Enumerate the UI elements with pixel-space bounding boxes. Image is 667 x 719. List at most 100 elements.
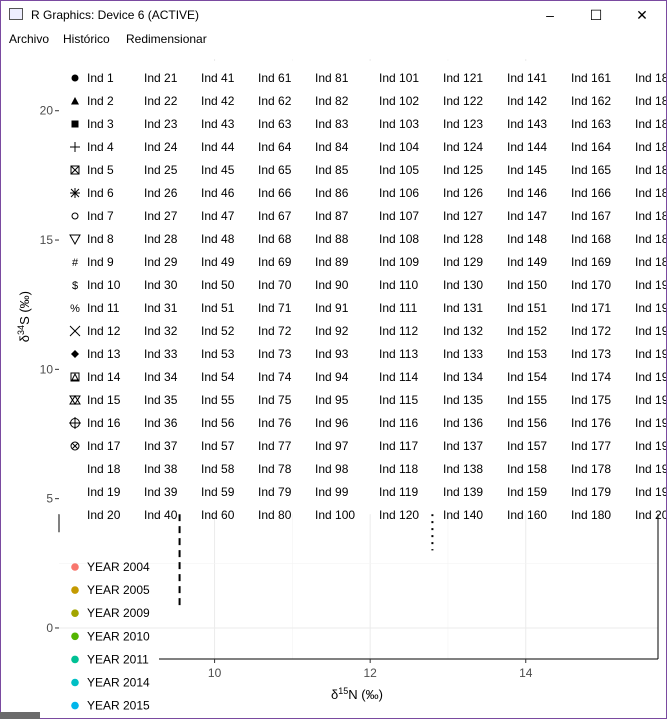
legend-label: Ind 3 [87, 117, 114, 131]
legend-label: Ind 106 [379, 186, 419, 200]
y-tick-label-5: 5 [46, 492, 53, 506]
legend-label: Ind 26 [144, 186, 178, 200]
x-axis: 10 12 14 [159, 514, 659, 680]
y-axis: 0 5 10 15 20 [40, 104, 60, 635]
legend-label: Ind 113 [379, 347, 418, 361]
legend-label: Ind 155 [507, 393, 547, 407]
x-axis-title: δ15N (‰) [331, 686, 383, 702]
legend-label: Ind 53 [201, 347, 235, 361]
legend-label: Ind 19 [635, 347, 666, 361]
x-tick-label-12: 12 [363, 666, 377, 680]
legend-label: Ind 18 [635, 163, 666, 177]
legend-label: Ind 149 [507, 255, 547, 269]
y-tick-label-10: 10 [40, 362, 54, 376]
year-legend-key [71, 586, 79, 594]
year-legend-key [71, 678, 79, 687]
legend-label: Ind 178 [571, 462, 611, 476]
legend-label: Ind 115 [379, 393, 418, 407]
legend-label: Ind 102 [379, 94, 419, 108]
legend-symbol-8 [69, 234, 81, 246]
legend-label: Ind 18 [635, 186, 666, 200]
legend-label: Ind 21 [144, 71, 178, 85]
legend-symbol-4 [70, 142, 80, 152]
legend-label: Ind 18 [635, 117, 666, 131]
legend-label: Ind 121 [443, 71, 483, 85]
legend-label: Ind 132 [443, 324, 483, 338]
legend-label: Ind 47 [201, 209, 235, 223]
legend-label: Ind 134 [443, 370, 483, 384]
legend-label: Ind 145 [507, 163, 547, 177]
legend-label: Ind 10 [87, 278, 121, 292]
svg-text:%: % [70, 303, 80, 315]
legend-label: Ind 19 [635, 324, 666, 338]
legend-label: Ind 65 [258, 163, 292, 177]
legend-label: Ind 164 [571, 140, 611, 154]
legend-label: Ind 97 [315, 439, 349, 453]
minimize-button[interactable]: – [546, 7, 554, 23]
legend-label: Ind 144 [507, 140, 547, 154]
x-tick-label-10: 10 [208, 666, 222, 680]
legend-label: Ind 118 [379, 462, 418, 476]
legend-label: Ind 89 [315, 255, 349, 269]
legend-label: Ind 60 [201, 508, 235, 522]
legend-label: Ind 2 [87, 94, 114, 108]
title-bar: R Graphics: Device 6 (ACTIVE) – ☐ ✕ [1, 1, 666, 29]
legend-label: Ind 95 [315, 393, 349, 407]
legend-label: Ind 142 [507, 94, 547, 108]
legend-label: Ind 19 [635, 301, 666, 315]
legend-label: Ind 165 [571, 163, 611, 177]
legend-label: Ind 138 [443, 462, 483, 476]
menu-archivo[interactable]: Archivo [9, 32, 50, 46]
menu-historico[interactable]: Histórico [63, 32, 110, 46]
legend-label: Ind 58 [201, 462, 235, 476]
year-legend: YEAR 2004 YEAR 2005 YEAR 2009 YEAR 2010 YEAR… [71, 560, 150, 713]
legend-label: Ind 133 [443, 347, 483, 361]
legend-label: Ind 172 [571, 324, 611, 338]
legend-label: Ind 128 [443, 232, 483, 246]
year-legend-key [71, 609, 79, 617]
legend-label: Ind 129 [443, 255, 483, 269]
legend-label: Ind 126 [443, 186, 483, 200]
legend-label: Ind 61 [258, 71, 292, 85]
legend-label: Ind 12 [87, 324, 121, 338]
legend-label: Ind 19 [87, 485, 121, 499]
legend-symbol-9: # [72, 257, 79, 269]
legend-label: Ind 27 [144, 209, 178, 223]
legend-label: Ind 161 [571, 71, 611, 85]
legend-label: Ind 162 [571, 94, 611, 108]
legend-symbol-15 [69, 395, 81, 405]
legend-label: Ind 74 [258, 370, 292, 384]
maximize-button[interactable]: ☐ [589, 6, 603, 23]
legend-label: Ind 23 [144, 117, 178, 131]
legend-label: Ind 127 [443, 209, 483, 223]
legend-label: Ind 18 [635, 94, 666, 108]
legend-symbol-5 [70, 165, 80, 175]
legend-label: Ind 18 [635, 232, 666, 246]
legend-label: Ind 19 [635, 462, 666, 476]
menu-redimensionar[interactable]: Redimensionar [126, 32, 207, 46]
year-legend-key [71, 701, 79, 710]
legend-label: Ind 67 [258, 209, 292, 223]
legend-label: Ind 167 [571, 209, 611, 223]
legend-symbol-14 [70, 372, 80, 382]
legend-label: Ind 20 [87, 508, 121, 522]
legend-label: Ind 62 [258, 94, 292, 108]
legend-label: Ind 101 [379, 71, 419, 85]
legend-label: Ind 122 [443, 94, 483, 108]
legend-label: Ind 34 [144, 370, 178, 384]
legend-label: Ind 108 [379, 232, 419, 246]
legend-label: Ind 174 [571, 370, 611, 384]
legend-label: Ind 176 [571, 416, 611, 430]
legend-label: Ind 78 [258, 462, 292, 476]
legend-label: Ind 36 [144, 416, 178, 430]
menu-bar: Archivo Histórico Redimensionar [1, 29, 666, 49]
legend-label: Ind 30 [144, 278, 178, 292]
legend-label: Ind 100 [315, 508, 355, 522]
legend-label: Ind 93 [315, 347, 349, 361]
legend-label: Ind 160 [507, 508, 547, 522]
legend-label: Ind 16 [87, 416, 121, 430]
legend-label: Ind 38 [144, 462, 178, 476]
year-legend-key [71, 563, 79, 571]
close-button[interactable]: ✕ [636, 6, 648, 23]
